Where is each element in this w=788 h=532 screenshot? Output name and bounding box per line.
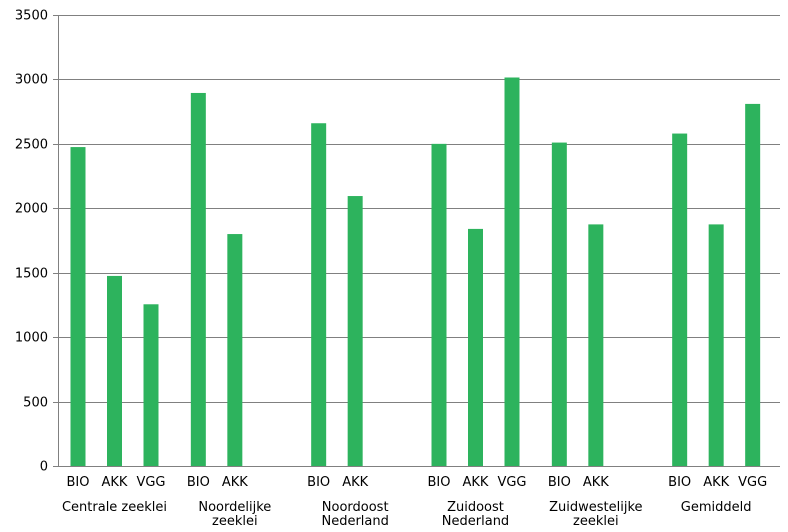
x-tick-label: BIO: [307, 475, 330, 490]
group-label: zeeklei: [212, 514, 258, 529]
bar-vgg: [504, 77, 520, 466]
bar-akk: [468, 228, 483, 466]
group-labels: Centrale zeeklei NoordelijkezeekleiNoordo…: [62, 500, 752, 529]
x-tick-label: AKK: [583, 475, 609, 490]
bar-akk: [708, 224, 724, 466]
bar-vgg: [745, 103, 761, 466]
bar-akk: [347, 196, 363, 466]
x-tick-label: VGG: [497, 475, 526, 490]
group-label: Zuidwestelijke: [549, 500, 642, 515]
group-label: Zuidoost: [447, 500, 504, 515]
y-tick-label: 500: [23, 396, 48, 411]
group-label: Gemiddeld: [681, 500, 752, 515]
x-tick-label: AKK: [102, 475, 128, 490]
bar-bio: [551, 142, 567, 466]
x-tick-label: AKK: [703, 475, 729, 490]
group-label: Centrale zeeklei: [62, 500, 167, 515]
group-label: zeeklei: [573, 514, 619, 529]
x-tick-label: BIO: [668, 475, 691, 490]
gridlines: [53, 15, 780, 467]
y-tick-label: 3500: [15, 9, 48, 24]
x-tick-label: AKK: [463, 475, 489, 490]
group-label: Noordoost: [322, 500, 389, 515]
y-tick-label: 2500: [15, 138, 48, 153]
x-tick-label: AKK: [222, 475, 248, 490]
bar-bio: [672, 133, 688, 466]
y-tick-label: 0: [40, 460, 48, 475]
y-tick-label: 1500: [15, 267, 48, 282]
bar-akk: [588, 224, 604, 466]
bar-bio: [311, 123, 327, 467]
bar-bio: [70, 147, 86, 467]
bars: [70, 77, 761, 467]
bar-akk: [227, 234, 243, 466]
x-tick-label: BIO: [548, 475, 571, 490]
x-tick-label: BIO: [67, 475, 90, 490]
y-tick-label: 2000: [15, 202, 48, 217]
x-tick-label: VGG: [738, 475, 767, 490]
x-tick-label: AKK: [342, 475, 368, 490]
y-tick-label: 1000: [15, 331, 48, 346]
y-axis-tick-labels: 0 500 1000 1500 2000 2500 3000 3500: [15, 9, 48, 475]
x-tick-label: VGG: [136, 475, 165, 490]
bar-bio: [431, 143, 447, 466]
group-label: Nederland: [442, 514, 509, 529]
y-tick-label: 3000: [15, 73, 48, 88]
group-label: Noordelijke: [198, 500, 271, 515]
x-tick-label: BIO: [428, 475, 451, 490]
bar-vgg: [143, 304, 159, 466]
x-axis-tick-labels: BIO AKK VGG BIO AKK BIO AKK BIO AKK VGG BIO AKK BIO A…: [67, 475, 768, 490]
bar-akk: [107, 275, 122, 466]
x-tick-label: BIO: [187, 475, 210, 490]
group-label: Nederland: [321, 514, 388, 529]
bar-bio: [190, 92, 206, 467]
